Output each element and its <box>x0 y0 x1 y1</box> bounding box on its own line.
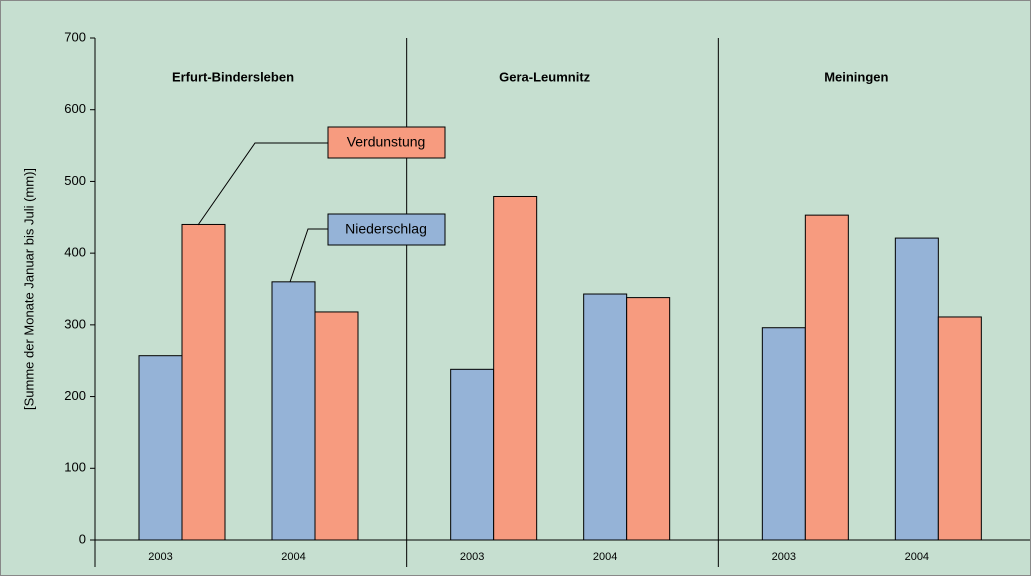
y-tick-label: 700 <box>64 29 86 44</box>
y-tick-label: 600 <box>64 101 86 116</box>
bar <box>894 237 939 541</box>
x-tick-label: 2003 <box>460 551 484 563</box>
y-tick-label: 0 <box>79 531 86 546</box>
y-tick-label: 500 <box>64 173 86 188</box>
y-tick-label: 200 <box>64 388 86 403</box>
bar <box>450 368 495 541</box>
bar <box>804 214 849 541</box>
group-label: Gera-Leumnitz <box>499 69 591 84</box>
group-label: Erfurt-Bindersleben <box>172 69 294 84</box>
bar <box>761 327 806 541</box>
bar <box>271 281 316 541</box>
x-tick-label: 2004 <box>281 551 305 563</box>
bar <box>937 316 982 541</box>
bar <box>181 223 226 541</box>
callout-label: Verdunstung <box>347 134 426 150</box>
x-tick-label: 2003 <box>772 551 796 563</box>
callout-box <box>327 213 446 246</box>
bar <box>626 297 671 541</box>
callout-line <box>197 142 328 226</box>
x-tick-label: 2004 <box>593 551 617 563</box>
callout-line <box>289 228 328 283</box>
bar <box>138 355 183 541</box>
x-tick-label: 2004 <box>905 551 929 563</box>
callout-box <box>327 126 446 159</box>
callout-label: Niederschlag <box>345 221 427 237</box>
bar <box>314 311 359 541</box>
y-tick-label: 300 <box>64 316 86 331</box>
bar <box>493 195 538 541</box>
y-tick-label: 100 <box>64 460 86 475</box>
x-tick-label: 2003 <box>148 551 172 563</box>
y-axis-label: [Summe der Monate Januar bis Juli (mm)] <box>21 168 36 410</box>
bar <box>583 293 628 541</box>
group-label: Meiningen <box>824 69 888 84</box>
y-tick-label: 400 <box>64 245 86 260</box>
